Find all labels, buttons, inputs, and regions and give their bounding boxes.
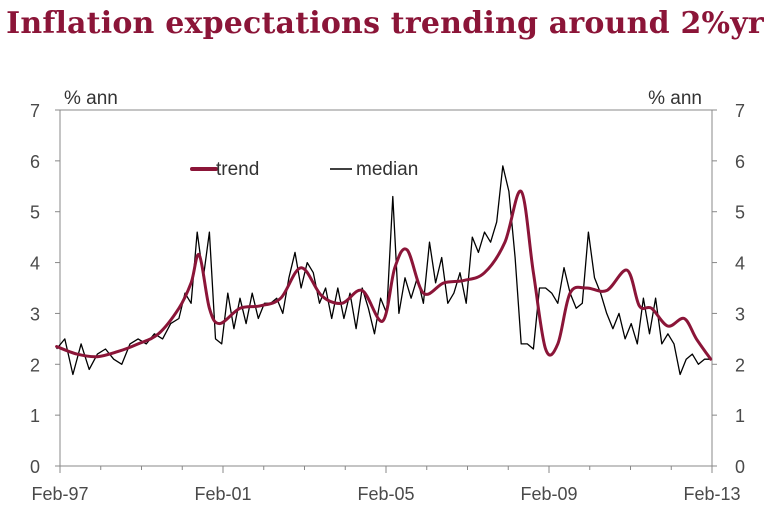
series-layer <box>55 165 713 376</box>
axes-layer: 0 0 1 1 2 2 3 3 4 4 5 5 6 6 7 7 Feb-97 Feb-01 Feb-05 Feb-09… <box>30 101 745 504</box>
y-tick-label-right: 3 <box>735 304 745 324</box>
y-tick-label-left: 4 <box>30 254 40 274</box>
y-tick-label-left: 0 <box>30 457 40 477</box>
x-tick-label: Feb-97 <box>31 484 88 504</box>
legend-median-label: median <box>356 159 418 180</box>
y-tick-label-right: 5 <box>735 203 745 223</box>
left-axis-unit-label: % ann <box>64 88 118 109</box>
right-axis-unit-label: % ann <box>648 88 702 109</box>
x-tick-label: Feb-01 <box>194 484 251 504</box>
y-tick-label-left: 1 <box>30 406 40 426</box>
y-tick-label-left: 3 <box>30 304 40 324</box>
x-tick-label: Feb-09 <box>520 484 577 504</box>
chart-title: Inflation expectations trending around 2… <box>6 6 764 41</box>
y-tick-label-right: 0 <box>735 457 745 477</box>
x-tick-label: Feb-13 <box>683 484 740 504</box>
y-tick-label-left: 5 <box>30 203 40 223</box>
y-tick-label-right: 4 <box>735 254 745 274</box>
y-tick-label-right: 2 <box>735 355 745 375</box>
y-tick-label-left: 7 <box>30 101 40 121</box>
y-tick-label-right: 7 <box>735 101 745 121</box>
y-tick-label-left: 2 <box>30 355 40 375</box>
y-tick-label-right: 1 <box>735 406 745 426</box>
y-tick-label-left: 6 <box>30 152 40 172</box>
x-tick-label: Feb-05 <box>357 484 414 504</box>
legend-trend-label: trend <box>216 159 259 180</box>
trend-series-line <box>55 189 713 361</box>
median-series-line <box>56 165 711 376</box>
legend: trend median <box>190 159 418 180</box>
y-tick-label-right: 6 <box>735 152 745 172</box>
